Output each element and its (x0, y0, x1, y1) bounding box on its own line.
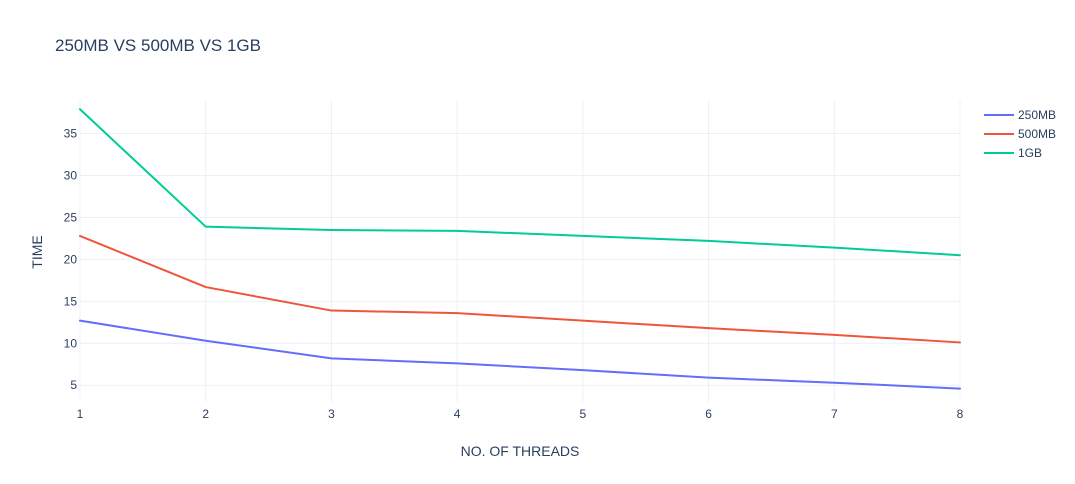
x-tick-label: 1 (77, 407, 84, 421)
x-axis-title: NO. OF THREADS (461, 443, 580, 459)
chart-title: 250MB VS 500MB VS 1GB (55, 36, 261, 55)
x-tick-label: 2 (202, 407, 209, 421)
tick-labels: 1 2 3 4 5 6 7 8 5 10 15 20 25 30 35 (64, 127, 964, 421)
x-tick-label: 3 (328, 407, 335, 421)
legend: 250MB 500MB 1GB (984, 108, 1056, 160)
series-lines (79, 108, 961, 390)
x-tick-label: 4 (454, 407, 461, 421)
legend-label-250mb[interactable]: 250MB (1018, 108, 1056, 122)
legend-label-500mb[interactable]: 500MB (1018, 127, 1056, 141)
y-tick-label: 25 (64, 210, 78, 224)
series-line-500mb (79, 234, 961, 344)
x-tick-label: 5 (580, 407, 587, 421)
series-line-250mb (79, 319, 961, 390)
y-tick-label: 35 (64, 127, 78, 141)
x-tick-label: 8 (957, 407, 964, 421)
y-tick-label: 15 (64, 294, 78, 308)
y-axis-title: TIME (29, 235, 45, 268)
x-tick-label: 7 (831, 407, 838, 421)
grid (79, 100, 961, 402)
y-tick-label: 5 (70, 378, 77, 392)
y-tick-label: 10 (64, 336, 78, 350)
y-tick-label: 30 (64, 169, 78, 183)
legend-label-1gb[interactable]: 1GB (1018, 146, 1042, 160)
y-tick-label: 20 (64, 252, 78, 266)
x-tick-label: 6 (705, 407, 712, 421)
series-line-1gb (79, 108, 961, 257)
